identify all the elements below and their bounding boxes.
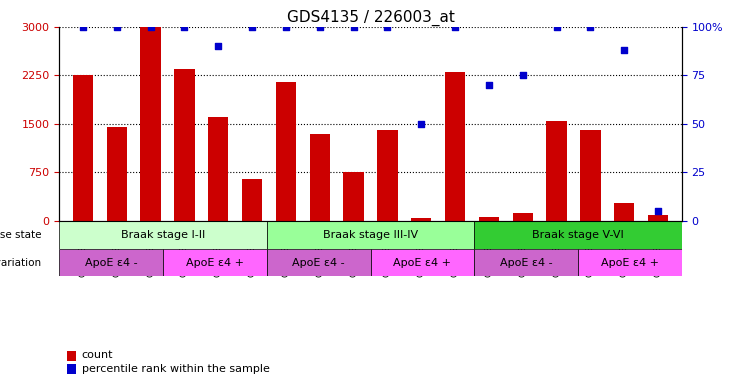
FancyBboxPatch shape [474,221,682,249]
Text: Braak stage V-VI: Braak stage V-VI [532,230,624,240]
FancyBboxPatch shape [59,249,163,276]
Bar [310,134,330,221]
FancyBboxPatch shape [267,221,474,249]
Point [449,24,461,30]
Point [314,24,326,30]
Point [144,24,156,30]
Bar [73,75,93,221]
Text: genotype/variation: genotype/variation [0,258,42,268]
FancyBboxPatch shape [267,249,370,276]
Text: percentile rank within the sample: percentile rank within the sample [82,364,270,374]
Point [585,24,597,30]
Point [618,47,630,53]
Text: Braak stage I-II: Braak stage I-II [121,230,205,240]
Point [280,24,292,30]
Bar [242,179,262,221]
Bar [648,215,668,221]
Text: ApoE ε4 -: ApoE ε4 - [499,258,553,268]
Point [551,24,562,30]
Point [111,24,123,30]
Text: ApoE ε4 +: ApoE ε4 + [601,258,659,268]
Bar [141,27,161,221]
Bar [580,131,600,221]
Bar [208,118,228,221]
Title: GDS4135 / 226003_at: GDS4135 / 226003_at [287,9,454,25]
Text: ApoE ε4 +: ApoE ε4 + [186,258,244,268]
Text: ApoE ε4 -: ApoE ε4 - [84,258,138,268]
Point [516,72,528,78]
Bar [343,172,364,221]
Point [652,208,664,214]
Text: ApoE ε4 -: ApoE ε4 - [292,258,345,268]
FancyBboxPatch shape [474,249,578,276]
Text: ApoE ε4 +: ApoE ε4 + [393,258,451,268]
FancyBboxPatch shape [163,249,267,276]
Point [483,82,495,88]
Bar [411,218,431,221]
Bar [513,213,533,221]
Text: Braak stage III-IV: Braak stage III-IV [323,230,418,240]
Point [179,24,190,30]
Bar [377,131,398,221]
Bar [479,217,499,221]
Point [77,24,89,30]
Bar [107,127,127,221]
Point [348,24,359,30]
Text: count: count [82,350,113,360]
Bar [445,72,465,221]
Bar [614,203,634,221]
Bar [276,82,296,221]
Text: disease state: disease state [0,230,42,240]
FancyBboxPatch shape [370,249,474,276]
Bar [546,121,567,221]
Point [213,43,225,50]
Point [382,24,393,30]
Point [415,121,427,127]
FancyBboxPatch shape [59,221,267,249]
Bar [174,69,195,221]
Point [246,24,258,30]
FancyBboxPatch shape [578,249,682,276]
